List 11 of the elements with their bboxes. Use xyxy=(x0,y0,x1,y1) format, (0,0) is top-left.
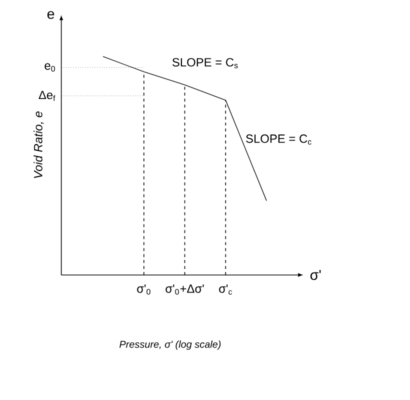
ref-line-label: Δe$_{f}$ xyxy=(38,90,56,101)
x-tick-label: σ'$_{0}$ xyxy=(137,284,150,295)
ref-line-label: e$_{0}$ xyxy=(44,63,55,72)
text: σ' xyxy=(310,270,321,280)
annotation: SLOPE = C$_{c}$ xyxy=(246,134,312,145)
annotation: SLOPE = C$_{s}$ xyxy=(172,58,238,68)
y-axis-title: Void Ratio, e xyxy=(34,111,44,178)
text: e xyxy=(47,11,54,19)
x-axis-title: Pressure, σ' (log scale) xyxy=(120,340,221,350)
x-tick-label: σ'$_{c}$ xyxy=(219,284,232,295)
x-tick-label: σ'$_{0}$+Δσ' xyxy=(166,284,204,295)
